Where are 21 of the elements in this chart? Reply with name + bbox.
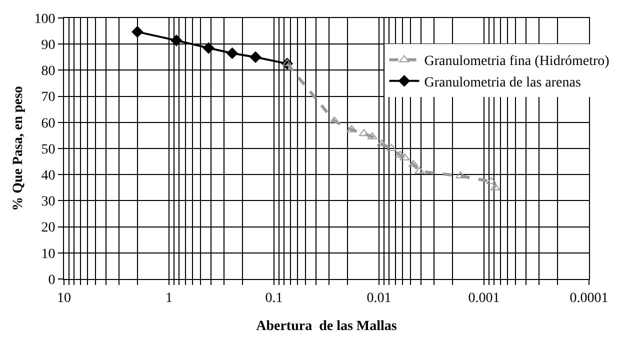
y-axis-title: % Que Pasa, en peso — [10, 86, 26, 211]
y-tick-label: 60 — [41, 116, 56, 132]
x-tick-label: 10 — [57, 290, 71, 306]
x-tick-label: 0.01 — [366, 290, 392, 306]
y-tick-label: 30 — [41, 194, 56, 210]
legend-label: Granulometria fina (Hidrómetro) — [424, 54, 610, 70]
x-axis-title: Abertura de las Mallas — [256, 319, 398, 334]
y-tick-label: 0 — [48, 272, 56, 288]
y-tick-label: 80 — [41, 64, 56, 80]
y-tick-label: 20 — [41, 220, 56, 236]
x-tick-label: 0.0001 — [570, 290, 608, 306]
x-tick-label: 0.1 — [265, 290, 283, 306]
y-tick-label: 100 — [34, 12, 56, 27]
y-tick-label: 40 — [41, 168, 56, 184]
y-tick-label: 50 — [41, 142, 56, 158]
x-tick-label: 0.001 — [468, 290, 500, 306]
y-tick-label: 70 — [41, 90, 56, 106]
legend-label: Granulometria de las arenas — [424, 75, 581, 90]
y-tick-label: 10 — [41, 246, 56, 262]
y-tick-label: 90 — [41, 38, 56, 53]
x-tick-label: 1 — [166, 290, 172, 306]
